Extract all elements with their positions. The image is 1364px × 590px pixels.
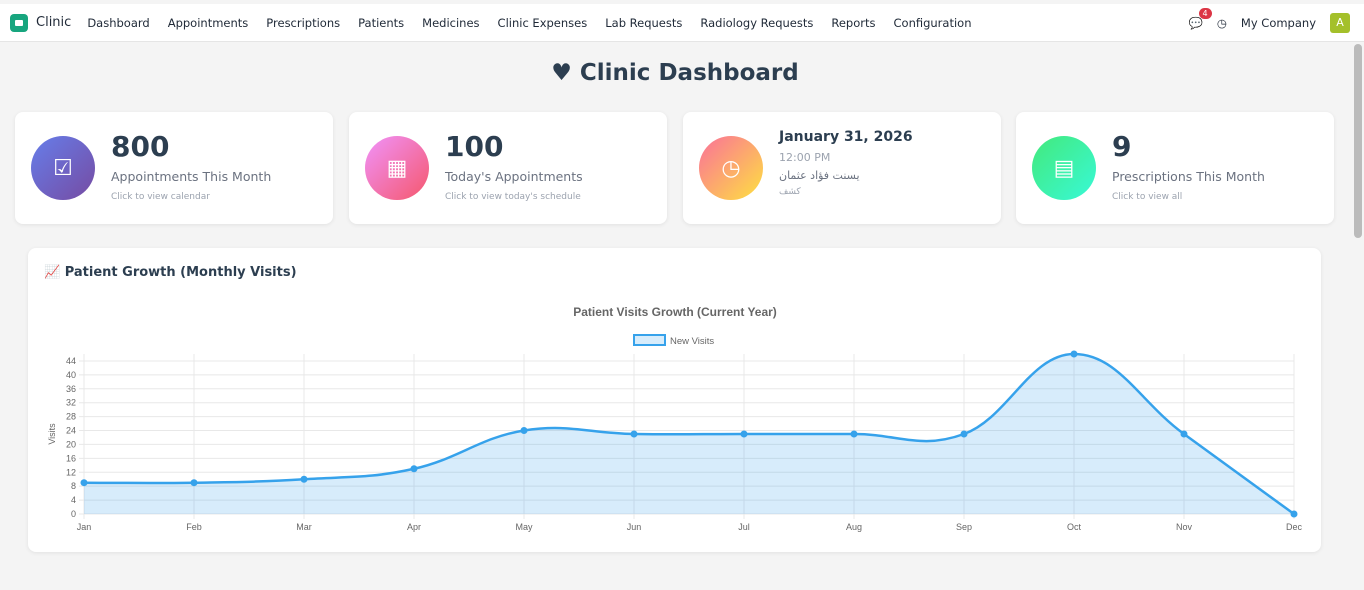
x-tick-label: Nov xyxy=(1176,522,1193,532)
data-point xyxy=(190,479,198,487)
data-point xyxy=(410,465,418,473)
calendar-check-icon: ☑ xyxy=(31,136,95,200)
card-value: 800 xyxy=(111,130,170,163)
data-point xyxy=(520,427,528,435)
y-tick-label: 28 xyxy=(66,412,76,422)
x-tick-label: Jul xyxy=(738,522,750,532)
data-point xyxy=(80,479,88,487)
company-switcher[interactable]: My Company xyxy=(1240,15,1316,30)
card-label: Appointments This Month xyxy=(111,169,272,184)
y-tick-label: 20 xyxy=(66,439,76,449)
y-tick-label: 44 xyxy=(66,356,76,366)
x-tick-label: May xyxy=(515,522,533,532)
messages-icon[interactable]: 💬 4 xyxy=(1189,7,1212,30)
file-icon: ▤ xyxy=(1032,136,1096,200)
card-label: Today's Appointments xyxy=(445,169,583,184)
card-label: Prescriptions This Month xyxy=(1112,169,1265,184)
data-point xyxy=(300,475,308,483)
nav-item-reports[interactable]: Reports xyxy=(831,15,876,30)
card-value: 100 xyxy=(445,130,504,163)
clinic-logo-icon[interactable] xyxy=(10,13,28,32)
y-tick-label: 12 xyxy=(66,467,76,477)
y-tick-label: 32 xyxy=(66,398,76,408)
line-chart-icon: 📈 xyxy=(44,265,61,280)
y-axis-label: Visits xyxy=(47,423,57,445)
app-name[interactable]: Clinic xyxy=(36,15,72,30)
nav-item-radiology-requests[interactable]: Radiology Requests xyxy=(700,15,814,30)
nav-item-prescriptions[interactable]: Prescriptions xyxy=(266,15,341,30)
data-point xyxy=(960,430,968,438)
card-today-appointments[interactable]: ▦ 100 Today's Appointments Click to view t… xyxy=(349,112,667,224)
x-tick-label: Mar xyxy=(296,522,312,532)
data-point xyxy=(630,430,638,438)
legend-label: New Visits xyxy=(670,336,714,347)
y-tick-label: 0 xyxy=(71,509,76,519)
activity-clock-icon[interactable]: ◷ xyxy=(1216,15,1227,30)
y-tick-label: 24 xyxy=(66,426,76,436)
nav-item-lab-requests[interactable]: Lab Requests xyxy=(605,15,683,30)
legend-swatch xyxy=(633,334,666,346)
heartbeat-icon: ♥ xyxy=(551,60,572,86)
nav-item-configuration[interactable]: Configuration xyxy=(893,15,972,30)
data-point xyxy=(1290,510,1298,518)
card-appointments-month[interactable]: ☑ 800 Appointments This Month Click to vie… xyxy=(15,112,333,224)
clock-icon: ◷ xyxy=(699,136,763,200)
card-hint: Click to view calendar xyxy=(111,192,210,202)
calendar-icon: ▦ xyxy=(365,136,429,200)
appointment-time: 12:00 PM xyxy=(779,151,831,164)
data-point xyxy=(1180,430,1188,438)
page-title: ♥ Clinic Dashboard xyxy=(551,60,799,86)
data-point xyxy=(850,430,858,438)
y-tick-label: 8 xyxy=(71,481,76,491)
x-tick-label: Oct xyxy=(1067,522,1082,532)
x-tick-label: Sep xyxy=(956,522,972,532)
x-tick-label: Dec xyxy=(1286,522,1303,532)
avatar[interactable]: A xyxy=(1330,12,1350,33)
chart-title: Patient Visits Growth (Current Year) xyxy=(573,305,777,319)
card-hint: Click to view today's schedule xyxy=(445,192,581,202)
x-tick-label: Jun xyxy=(627,522,642,532)
x-tick-label: Feb xyxy=(186,522,202,532)
card-hint: Click to view all xyxy=(1112,192,1183,202)
nav-item-patients[interactable]: Patients xyxy=(358,15,405,30)
y-tick-label: 4 xyxy=(71,495,76,505)
y-tick-label: 36 xyxy=(66,384,76,394)
scrollbar[interactable] xyxy=(1354,44,1362,238)
nav-item-clinic-expenses[interactable]: Clinic Expenses xyxy=(497,15,588,30)
appointment-type: كشف xyxy=(779,187,801,197)
nav-item-appointments[interactable]: Appointments xyxy=(167,15,249,30)
patient-growth-panel: 📈 Patient Growth (Monthly Visits) xyxy=(28,248,1321,552)
nav-item-medicines[interactable]: Medicines xyxy=(422,15,480,30)
nav-item-dashboard[interactable]: Dashboard xyxy=(87,15,150,30)
data-point xyxy=(1070,350,1078,358)
appointment-date: January 31, 2026 xyxy=(779,129,913,145)
x-tick-label: Apr xyxy=(407,522,421,532)
x-tick-label: Aug xyxy=(846,522,862,532)
card-prescriptions[interactable]: ▤ 9 Prescriptions This Month Click to view… xyxy=(1016,112,1334,224)
panel-title: 📈 Patient Growth (Monthly Visits) xyxy=(44,265,297,280)
patient-name: يسنت فؤاد عثمان xyxy=(779,169,860,182)
card-value: 9 xyxy=(1112,130,1132,163)
messages-badge: 4 xyxy=(1198,7,1212,19)
x-tick-label: Jan xyxy=(77,522,92,532)
series-line xyxy=(83,352,1295,516)
y-tick-label: 16 xyxy=(66,453,76,463)
data-point xyxy=(740,430,748,438)
y-tick-label: 40 xyxy=(66,370,76,380)
top-navbar: Clinic Dashboard Appointments Prescription… xyxy=(0,4,1364,42)
card-next-appointment[interactable]: ◷ January 31, 2026 12:00 PM يسنت فؤاد عث… xyxy=(683,112,1001,224)
